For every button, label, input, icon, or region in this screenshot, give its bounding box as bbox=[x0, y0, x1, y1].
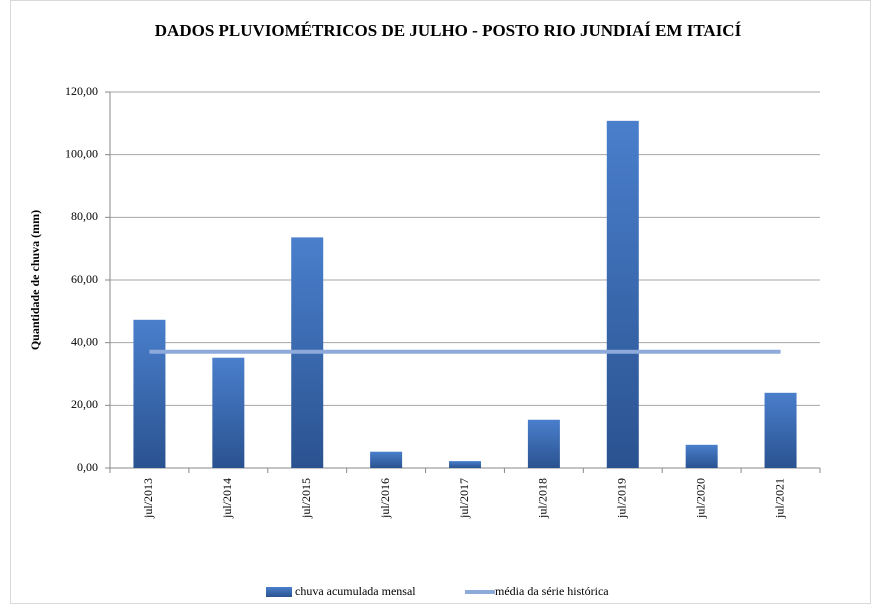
y-tick-label: 20,00 bbox=[71, 397, 98, 411]
x-tick-label: jul/2018 bbox=[536, 478, 550, 519]
bar bbox=[764, 392, 797, 468]
bar bbox=[527, 419, 560, 468]
chart-title: DADOS PLUVIOMÉTRICOS DE JULHO - POSTO RI… bbox=[155, 21, 742, 40]
legend-swatch bbox=[266, 587, 292, 597]
bar bbox=[685, 444, 718, 468]
bar bbox=[606, 120, 639, 469]
chart-frame bbox=[10, 0, 871, 604]
legend-label: média da série histórica bbox=[495, 584, 609, 598]
y-tick-label: 100,00 bbox=[65, 146, 98, 160]
y-tick-label: 80,00 bbox=[71, 209, 98, 223]
x-tick-label: jul/2019 bbox=[615, 478, 629, 519]
y-tick-label: 40,00 bbox=[71, 334, 98, 348]
x-tick-label: jul/2016 bbox=[378, 478, 392, 519]
x-tick-label: jul/2015 bbox=[299, 478, 313, 519]
bar bbox=[133, 319, 166, 468]
x-tick-label: jul/2014 bbox=[220, 478, 234, 519]
y-tick-label: 60,00 bbox=[71, 272, 98, 286]
bar bbox=[370, 451, 403, 468]
legend-label: chuva acumulada mensal bbox=[295, 584, 416, 598]
bar bbox=[212, 357, 245, 468]
x-tick-label: jul/2017 bbox=[457, 478, 471, 519]
y-tick-label: 120,00 bbox=[65, 84, 98, 98]
x-tick-label: jul/2020 bbox=[693, 478, 707, 519]
bar bbox=[449, 461, 481, 468]
y-axis-label: Quantidade de chuva (mm) bbox=[28, 210, 42, 350]
x-tick-label: jul/2013 bbox=[141, 478, 155, 519]
y-tick-label: 0,00 bbox=[77, 460, 98, 474]
x-tick-label: jul/2021 bbox=[772, 478, 786, 519]
